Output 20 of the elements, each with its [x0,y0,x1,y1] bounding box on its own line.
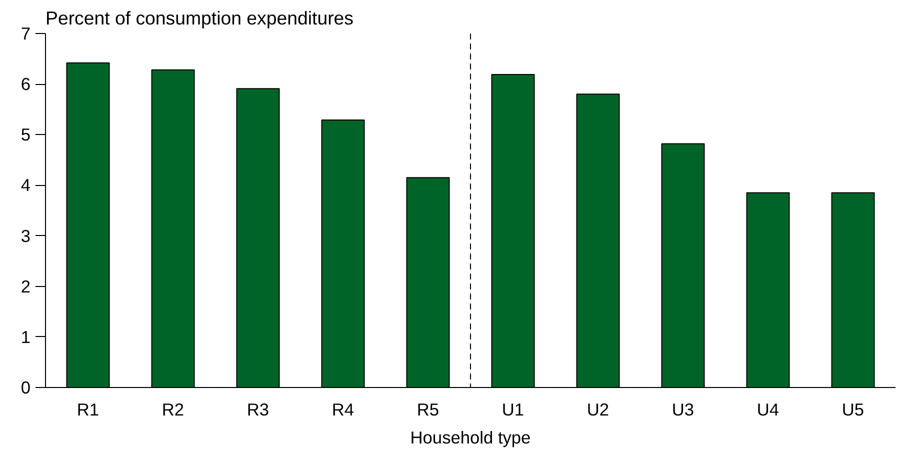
y-tick-label: 4 [20,175,31,196]
y-tick-label: 7 [20,24,31,44]
x-tick-label: U1 [502,400,524,420]
y-tick-label: 6 [20,74,31,94]
y-tick-label: 3 [20,226,31,246]
chart-title: Percent of consumption expenditures [46,8,354,28]
x-tick-label: U2 [586,400,610,420]
x-tick-label: R1 [76,400,100,420]
y-tick-label: 5 [20,124,31,145]
y-tick-label: 2 [20,276,31,296]
x-tick-label: R2 [162,400,184,420]
x-tick-label: U5 [842,400,864,420]
y-tick-label: 1 [20,326,31,347]
x-tick-label: R5 [416,400,440,420]
x-tick-label: U4 [756,400,780,420]
x-tick-label: R3 [246,400,270,420]
y-tick-label: 0 [20,378,31,398]
x-tick-label: U3 [672,400,694,420]
x-tick-label: R4 [332,400,354,420]
x-axis-title: Household type [410,428,531,448]
